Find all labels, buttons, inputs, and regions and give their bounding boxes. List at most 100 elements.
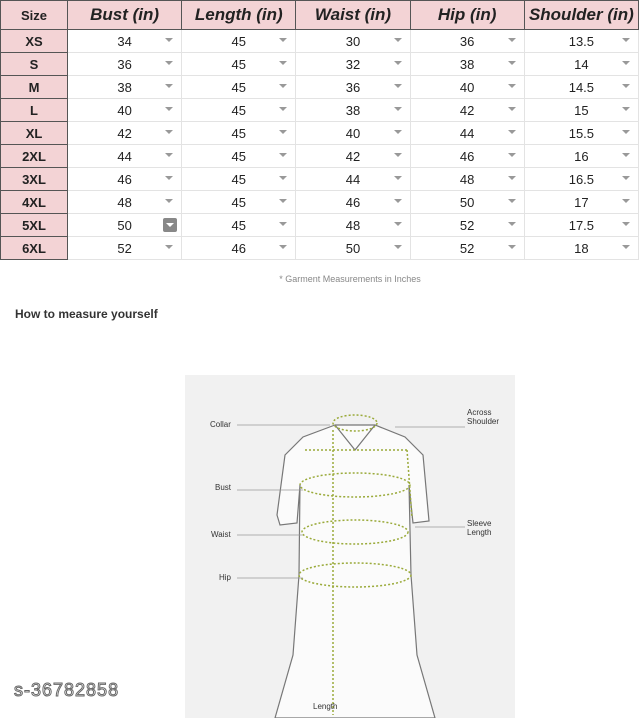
dropdown-arrow-icon[interactable] bbox=[622, 130, 630, 134]
measurement-cell[interactable]: 50 bbox=[409, 190, 525, 214]
measurement-cell[interactable]: 32 bbox=[295, 52, 411, 76]
dropdown-arrow-icon[interactable] bbox=[622, 222, 630, 226]
measurement-cell[interactable]: 15 bbox=[523, 98, 639, 122]
measurement-cell[interactable]: 42 bbox=[66, 121, 183, 145]
dropdown-arrow-icon[interactable] bbox=[393, 245, 402, 249]
measurement-cell[interactable]: 48 bbox=[66, 190, 183, 214]
dropdown-arrow-icon[interactable] bbox=[507, 38, 516, 42]
measurement-cell[interactable]: 45 bbox=[181, 75, 297, 99]
dropdown-arrow-icon[interactable] bbox=[393, 130, 402, 134]
measurement-cell[interactable]: 52 bbox=[409, 213, 525, 237]
dropdown-arrow-icon[interactable] bbox=[622, 107, 630, 111]
dropdown-arrow-icon[interactable] bbox=[165, 245, 174, 249]
measurement-cell[interactable]: 46 bbox=[295, 190, 411, 214]
measurement-cell[interactable]: 17 bbox=[523, 190, 639, 214]
dropdown-arrow-icon[interactable] bbox=[279, 84, 288, 88]
dropdown-arrow-icon[interactable] bbox=[622, 176, 630, 180]
dropdown-arrow-icon[interactable] bbox=[279, 130, 288, 134]
dropdown-arrow-icon[interactable] bbox=[165, 199, 174, 203]
measurement-cell[interactable]: 45 bbox=[181, 121, 297, 145]
dropdown-arrow-icon[interactable] bbox=[393, 153, 402, 157]
dropdown-arrow-icon[interactable] bbox=[393, 84, 402, 88]
measurement-cell[interactable]: 34 bbox=[66, 29, 183, 53]
dropdown-arrow-icon[interactable] bbox=[507, 222, 516, 226]
dropdown-arrow-icon[interactable] bbox=[507, 199, 516, 203]
measurement-cell[interactable]: 44 bbox=[295, 167, 411, 191]
measurement-cell[interactable]: 46 bbox=[66, 167, 183, 191]
dropdown-arrow-icon[interactable] bbox=[393, 222, 402, 226]
measurement-cell[interactable]: 38 bbox=[295, 98, 411, 122]
measurement-cell[interactable]: 44 bbox=[409, 121, 525, 145]
measurement-cell[interactable]: 18 bbox=[523, 236, 639, 260]
dropdown-arrow-icon[interactable] bbox=[507, 153, 516, 157]
dropdown-arrow-icon[interactable] bbox=[279, 199, 288, 203]
dropdown-arrow-icon[interactable] bbox=[279, 245, 288, 249]
dropdown-arrow-icon[interactable] bbox=[165, 61, 174, 65]
dropdown-arrow-icon[interactable] bbox=[507, 107, 516, 111]
dropdown-arrow-icon[interactable] bbox=[393, 38, 402, 42]
dropdown-arrow-icon[interactable] bbox=[165, 130, 174, 134]
dropdown-arrow-icon[interactable] bbox=[279, 38, 288, 42]
measurement-cell[interactable]: 50 bbox=[295, 236, 411, 260]
measurement-cell[interactable]: 16.5 bbox=[523, 167, 639, 191]
dropdown-arrow-icon[interactable] bbox=[507, 130, 516, 134]
dropdown-arrow-icon[interactable] bbox=[622, 84, 630, 88]
measurement-cell[interactable]: 14 bbox=[523, 52, 639, 76]
dropdown-arrow-icon[interactable] bbox=[279, 222, 288, 226]
measurement-cell[interactable]: 38 bbox=[66, 75, 183, 99]
measurement-cell[interactable]: 40 bbox=[66, 98, 183, 122]
measurement-cell[interactable]: 17.5 bbox=[523, 213, 639, 237]
dropdown-arrow-icon[interactable] bbox=[622, 199, 630, 203]
measurement-cell[interactable]: 30 bbox=[295, 29, 411, 53]
measurement-cell[interactable]: 40 bbox=[295, 121, 411, 145]
measurement-cell[interactable]: 36 bbox=[295, 75, 411, 99]
measurement-cell[interactable]: 44 bbox=[66, 144, 183, 168]
dropdown-arrow-icon[interactable] bbox=[393, 61, 402, 65]
dropdown-arrow-icon[interactable] bbox=[165, 153, 174, 157]
measurement-cell[interactable]: 42 bbox=[409, 98, 525, 122]
dropdown-arrow-icon[interactable] bbox=[165, 107, 174, 111]
dropdown-arrow-icon[interactable] bbox=[622, 38, 630, 42]
dropdown-arrow-icon[interactable] bbox=[507, 245, 516, 249]
measurement-cell[interactable]: 45 bbox=[181, 213, 297, 237]
dropdown-arrow-icon[interactable] bbox=[279, 61, 288, 65]
measurement-cell[interactable]: 16 bbox=[523, 144, 639, 168]
measurement-cell[interactable]: 46 bbox=[409, 144, 525, 168]
measurement-cell[interactable]: 13.5 bbox=[523, 29, 639, 53]
measurement-cell[interactable]: 50 bbox=[66, 213, 183, 237]
dropdown-arrow-icon[interactable] bbox=[393, 107, 402, 111]
measurement-cell[interactable]: 14.5 bbox=[523, 75, 639, 99]
measurement-cell[interactable]: 45 bbox=[181, 52, 297, 76]
measurement-cell[interactable]: 42 bbox=[295, 144, 411, 168]
dropdown-arrow-icon[interactable] bbox=[165, 38, 174, 42]
measurement-cell[interactable]: 52 bbox=[66, 236, 183, 260]
dropdown-arrow-icon[interactable] bbox=[622, 245, 630, 249]
measurement-cell[interactable]: 38 bbox=[409, 52, 525, 76]
dropdown-arrow-icon[interactable] bbox=[507, 61, 516, 65]
dropdown-arrow-icon[interactable] bbox=[279, 153, 288, 157]
measurement-cell[interactable]: 52 bbox=[409, 236, 525, 260]
measurement-cell[interactable]: 45 bbox=[181, 167, 297, 191]
measurement-cell[interactable]: 45 bbox=[181, 29, 297, 53]
dropdown-arrow-icon[interactable] bbox=[622, 153, 630, 157]
measurement-cell[interactable]: 48 bbox=[295, 213, 411, 237]
dropdown-arrow-icon[interactable] bbox=[163, 218, 178, 232]
dropdown-arrow-icon[interactable] bbox=[507, 84, 516, 88]
dropdown-arrow-icon[interactable] bbox=[165, 84, 174, 88]
dropdown-arrow-icon[interactable] bbox=[622, 61, 630, 65]
dropdown-arrow-icon[interactable] bbox=[279, 107, 288, 111]
measurement-cell[interactable]: 36 bbox=[66, 52, 183, 76]
measurement-cell[interactable]: 36 bbox=[409, 29, 525, 53]
dropdown-arrow-icon[interactable] bbox=[393, 199, 402, 203]
dropdown-arrow-icon[interactable] bbox=[279, 176, 288, 180]
measurement-cell[interactable]: 48 bbox=[409, 167, 525, 191]
measurement-cell[interactable]: 40 bbox=[409, 75, 525, 99]
measurement-cell[interactable]: 46 bbox=[181, 236, 297, 260]
measurement-cell[interactable]: 45 bbox=[181, 190, 297, 214]
measurement-cell[interactable]: 45 bbox=[181, 98, 297, 122]
dropdown-arrow-icon[interactable] bbox=[165, 176, 174, 180]
dropdown-arrow-icon[interactable] bbox=[393, 176, 402, 180]
dropdown-arrow-icon[interactable] bbox=[507, 176, 516, 180]
measurement-cell[interactable]: 15.5 bbox=[523, 121, 639, 145]
measurement-cell[interactable]: 45 bbox=[181, 144, 297, 168]
